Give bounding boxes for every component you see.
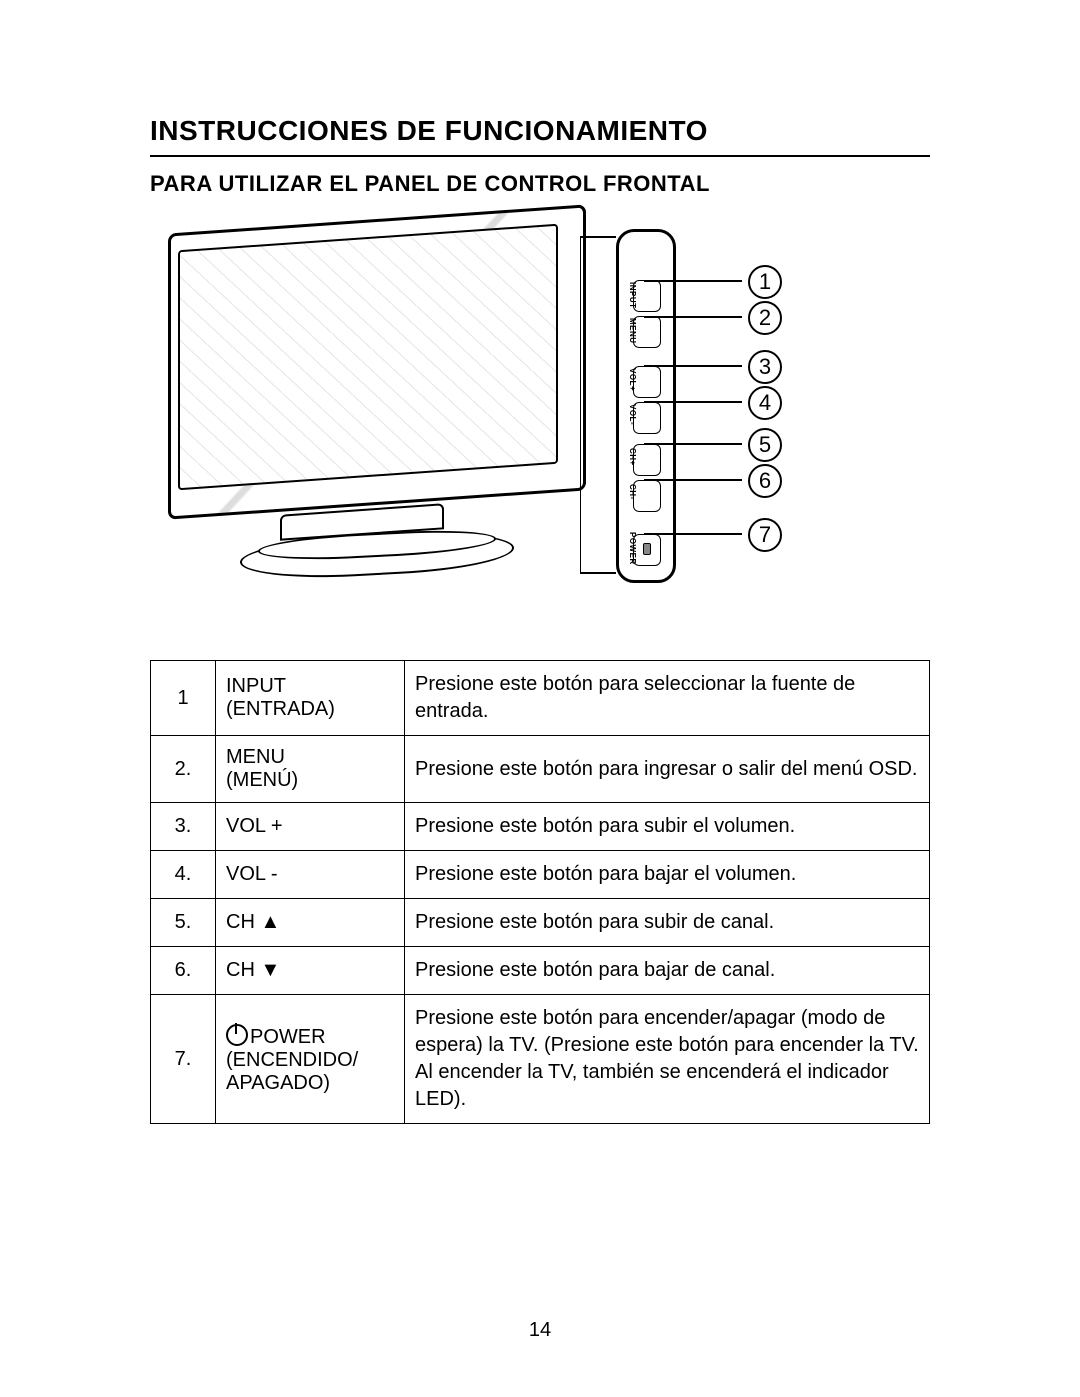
table-row: 7.POWER(ENCENDIDO/ APAGADO)Presione este… bbox=[151, 995, 930, 1124]
row-label-sub: (MENÚ) bbox=[226, 769, 298, 791]
row-description: Presione este botón para subir el volume… bbox=[405, 803, 930, 851]
strip-label-ch-up: CH+ bbox=[627, 448, 637, 466]
callout-line-6 bbox=[644, 479, 742, 481]
row-label-main: INPUT bbox=[226, 675, 286, 697]
row-number: 2. bbox=[151, 736, 216, 803]
row-label: CH ▼ bbox=[216, 947, 405, 995]
callout-line-2 bbox=[644, 316, 742, 318]
table-row: 1INPUT(ENTRADA)Presione este botón para … bbox=[151, 661, 930, 736]
manual-page: INSTRUCCIONES DE FUNCIONAMIENTO PARA UTI… bbox=[150, 115, 930, 1124]
strip-label-power: POWER bbox=[627, 532, 637, 565]
control-strip: INPUT MENU VOL+ VOL- CH+ CH- POWER bbox=[616, 229, 676, 583]
row-label-main: VOL - bbox=[226, 863, 278, 885]
strip-label-input: INPUT bbox=[627, 282, 637, 309]
row-label-main: CH ▲ bbox=[226, 911, 280, 933]
callout-line-3 bbox=[644, 365, 742, 367]
row-label: VOL + bbox=[216, 803, 405, 851]
row-label: VOL - bbox=[216, 851, 405, 899]
callout-number-7: 7 bbox=[748, 518, 782, 552]
strip-button-ch-up bbox=[633, 444, 661, 476]
strip-button-input bbox=[633, 280, 661, 312]
row-label-sub: (ENTRADA) bbox=[226, 698, 335, 720]
callout-line-7 bbox=[644, 533, 742, 535]
page-title: INSTRUCCIONES DE FUNCIONAMIENTO bbox=[150, 115, 930, 147]
power-icon bbox=[226, 1024, 248, 1046]
row-description: Presione este botón para bajar el volume… bbox=[405, 851, 930, 899]
strip-label-vol-down: VOL- bbox=[627, 404, 637, 425]
strip-button-vol-down bbox=[633, 402, 661, 434]
control-table-body: 1INPUT(ENTRADA)Presione este botón para … bbox=[151, 661, 930, 1124]
table-row: 2.MENU(MENÚ)Presione este botón para ing… bbox=[151, 736, 930, 803]
row-label: CH ▲ bbox=[216, 899, 405, 947]
row-label-main: POWER bbox=[250, 1026, 326, 1048]
row-number: 4. bbox=[151, 851, 216, 899]
row-description: Presione este botón para seleccionar la … bbox=[405, 661, 930, 736]
table-row: 3. VOL + Presione este botón para subir el… bbox=[151, 803, 930, 851]
row-description: Presione este botón para ingresar o sali… bbox=[405, 736, 930, 803]
callout-number-2: 2 bbox=[748, 301, 782, 335]
row-description: Presione este botón para subir de canal. bbox=[405, 899, 930, 947]
callout-line-4 bbox=[644, 401, 742, 403]
row-label: POWER(ENCENDIDO/ APAGADO) bbox=[216, 995, 405, 1124]
title-rule bbox=[150, 155, 930, 157]
power-led-icon bbox=[643, 543, 651, 555]
callout-number-3: 3 bbox=[748, 350, 782, 384]
row-description: Presione este botón para encender/apagar… bbox=[405, 995, 930, 1124]
callout-number-1: 1 bbox=[748, 265, 782, 299]
zoom-lines bbox=[580, 235, 616, 575]
tv-diagram: INPUT MENU VOL+ VOL- CH+ CH- POWER 12 34 5… bbox=[160, 215, 800, 605]
control-table: 1INPUT(ENTRADA)Presione este botón para … bbox=[150, 660, 930, 1124]
strip-label-ch-down: CH- bbox=[627, 484, 637, 500]
row-label-sub: (ENCENDIDO/ APAGADO) bbox=[226, 1049, 358, 1094]
callout-number-4: 4 bbox=[748, 386, 782, 420]
table-row: 4. VOL - Presione este botón para bajar el… bbox=[151, 851, 930, 899]
row-number: 6. bbox=[151, 947, 216, 995]
strip-button-vol-up bbox=[633, 366, 661, 398]
row-label-main: VOL + bbox=[226, 815, 283, 837]
row-number: 3. bbox=[151, 803, 216, 851]
page-number: 14 bbox=[0, 1319, 1080, 1342]
callout-number-6: 6 bbox=[748, 464, 782, 498]
monitor-screen bbox=[178, 224, 558, 491]
row-label: MENU(MENÚ) bbox=[216, 736, 405, 803]
row-description: Presione este botón para bajar de canal. bbox=[405, 947, 930, 995]
callout-line-1 bbox=[644, 280, 742, 282]
row-label-main: MENU bbox=[226, 746, 285, 768]
callout-line-5 bbox=[644, 443, 742, 445]
section-subtitle: PARA UTILIZAR EL PANEL DE CONTROL FRONTA… bbox=[150, 171, 930, 197]
strip-label-menu: MENU bbox=[627, 318, 637, 344]
row-number: 5. bbox=[151, 899, 216, 947]
strip-button-ch-down bbox=[633, 480, 661, 512]
strip-button-menu bbox=[633, 316, 661, 348]
table-row: 6. CH ▼ Presione este botón para bajar de … bbox=[151, 947, 930, 995]
row-label-main: CH ▼ bbox=[226, 959, 280, 981]
table-row: 5. CH ▲ Presione este botón para subir de … bbox=[151, 899, 930, 947]
row-number: 7. bbox=[151, 995, 216, 1124]
callout-number-5: 5 bbox=[748, 428, 782, 462]
row-number: 1 bbox=[151, 661, 216, 736]
strip-label-vol-up: VOL+ bbox=[627, 368, 637, 391]
row-label: INPUT(ENTRADA) bbox=[216, 661, 405, 736]
